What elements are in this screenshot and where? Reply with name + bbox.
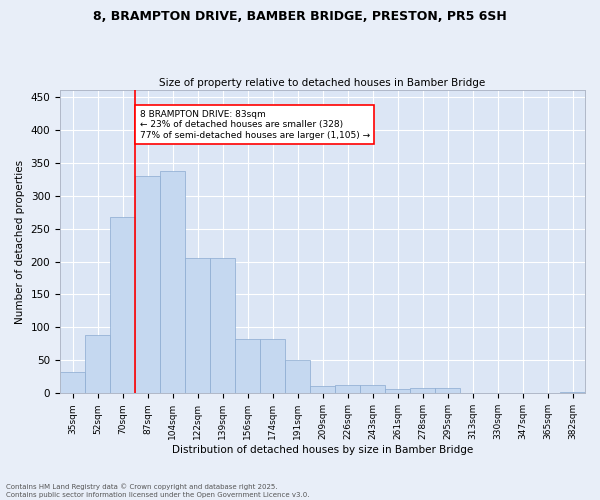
Bar xyxy=(560,392,585,394)
Bar xyxy=(360,385,385,394)
Bar xyxy=(110,216,135,394)
Bar xyxy=(335,385,360,394)
Bar xyxy=(410,388,435,394)
Bar xyxy=(185,258,210,394)
Text: Contains HM Land Registry data © Crown copyright and database right 2025.
Contai: Contains HM Land Registry data © Crown c… xyxy=(6,484,310,498)
Bar xyxy=(210,258,235,394)
Title: Size of property relative to detached houses in Bamber Bridge: Size of property relative to detached ho… xyxy=(160,78,485,88)
Bar xyxy=(235,338,260,394)
Bar xyxy=(385,388,410,394)
Bar xyxy=(285,360,310,394)
Bar xyxy=(60,372,85,394)
Bar xyxy=(310,386,335,394)
Text: 8, BRAMPTON DRIVE, BAMBER BRIDGE, PRESTON, PR5 6SH: 8, BRAMPTON DRIVE, BAMBER BRIDGE, PRESTO… xyxy=(93,10,507,23)
Y-axis label: Number of detached properties: Number of detached properties xyxy=(15,160,25,324)
Bar xyxy=(85,336,110,394)
Text: 8 BRAMPTON DRIVE: 83sqm
← 23% of detached houses are smaller (328)
77% of semi-d: 8 BRAMPTON DRIVE: 83sqm ← 23% of detache… xyxy=(140,110,370,140)
Bar xyxy=(160,170,185,394)
Bar xyxy=(135,176,160,394)
X-axis label: Distribution of detached houses by size in Bamber Bridge: Distribution of detached houses by size … xyxy=(172,445,473,455)
Bar xyxy=(260,338,285,394)
Bar xyxy=(435,388,460,394)
